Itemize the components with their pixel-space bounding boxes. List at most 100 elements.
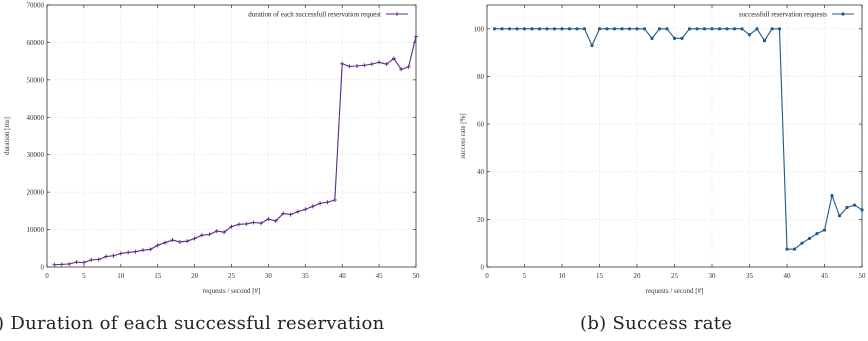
data-point (148, 247, 153, 252)
data-point (155, 243, 160, 248)
data-point (845, 205, 849, 210)
data-point (229, 224, 234, 229)
data-point (406, 64, 411, 69)
data-point (590, 43, 594, 48)
y-tick-label: 10000 (27, 226, 45, 234)
x-tick-label: 50 (859, 272, 867, 280)
data-point (414, 34, 418, 39)
y-tick-label: 50000 (27, 76, 45, 84)
x-tick-label: 20 (191, 272, 199, 280)
data-point (710, 27, 714, 31)
data-point (500, 27, 504, 31)
x-tick-label: 15 (596, 272, 604, 280)
y-tick-label: 80 (477, 73, 485, 81)
y-tick-label: 0 (481, 264, 485, 272)
data-point (192, 236, 197, 241)
data-point (266, 217, 271, 222)
x-tick-label: 20 (634, 272, 642, 280)
data-point (770, 27, 774, 31)
data-point (111, 253, 116, 258)
data-point (680, 36, 684, 40)
data-point (214, 229, 219, 234)
data-point (59, 262, 64, 267)
x-tick-label: 10 (559, 272, 567, 280)
data-point (492, 27, 497, 31)
data-point (391, 56, 396, 61)
data-point (732, 27, 737, 31)
x-tick-label: 35 (302, 272, 310, 280)
data-point (560, 27, 564, 31)
data-point (605, 27, 609, 31)
x-tick-label: 45 (376, 272, 384, 280)
data-point (507, 27, 512, 31)
data-point (777, 27, 782, 31)
x-tick-label: 5 (82, 272, 86, 280)
data-point (273, 218, 278, 223)
data-point (369, 62, 374, 67)
data-point (747, 33, 752, 37)
duration-chart: 0 5 10 15 20 25 30 35 40 45 50 0 10000 20000 30000 4000… (3, 2, 420, 296)
data-point (815, 232, 819, 236)
data-point (665, 27, 669, 31)
y-tick-label: 40 (477, 168, 485, 176)
data-point (515, 27, 519, 31)
x-tick-label: 45 (821, 272, 829, 280)
data-point (582, 27, 587, 31)
data-point (792, 247, 797, 251)
data-point (310, 204, 315, 209)
data-point (332, 198, 337, 203)
data-point (354, 64, 359, 69)
data-point (236, 222, 241, 227)
data-point (340, 61, 345, 66)
data-point (74, 260, 79, 265)
data-point (852, 203, 857, 207)
data-point (822, 228, 827, 232)
data-point (612, 27, 617, 31)
legend-marker (841, 12, 845, 16)
x-tick-label: 30 (709, 272, 717, 280)
data-point (537, 27, 542, 31)
x-tick-label: 50 (413, 272, 421, 280)
data-point (785, 247, 789, 251)
x-tick-label: 25 (671, 272, 679, 280)
y-tick-label: 60000 (27, 39, 45, 47)
data-point (104, 254, 109, 259)
data-point (163, 240, 168, 245)
x-tick-label: 35 (746, 272, 754, 280)
x-tick-label: 25 (228, 272, 236, 280)
data-point (650, 36, 654, 40)
success-rate-chart: 0 5 10 15 20 25 30 35 40 45 50 0 20 40 60 80 100 requests… (459, 4, 867, 295)
data-point (384, 62, 389, 67)
data-point (377, 60, 382, 65)
x-axis-label: requests / second [#] (646, 287, 704, 295)
data-point (399, 67, 404, 72)
x-tick-label: 10 (117, 272, 125, 280)
data-point (837, 214, 842, 218)
data-point (325, 200, 330, 205)
data-point (177, 239, 182, 244)
x-tick-label: 15 (154, 272, 162, 280)
caption-duration-chart: a) Duration of each successful reservati… (0, 313, 385, 334)
data-point (207, 232, 212, 237)
data-point (295, 209, 300, 214)
data-point (545, 27, 549, 31)
x-axis-label: requests / second [#] (203, 287, 261, 295)
series-line (494, 28, 863, 250)
data-point (860, 208, 864, 212)
data-point (281, 211, 286, 216)
x-tick-label: 30 (265, 272, 273, 280)
y-tick-label: 100 (474, 25, 485, 33)
data-point (96, 257, 101, 262)
data-point (725, 27, 729, 31)
data-point (288, 212, 293, 217)
data-point (702, 27, 707, 31)
data-point (140, 248, 145, 253)
data-point (251, 220, 256, 225)
y-tick-label: 20000 (27, 189, 45, 197)
data-point (244, 221, 249, 226)
data-point (67, 262, 72, 267)
data-point (687, 27, 692, 31)
x-tick-label: 40 (784, 272, 792, 280)
y-tick-label: 30000 (27, 151, 45, 159)
